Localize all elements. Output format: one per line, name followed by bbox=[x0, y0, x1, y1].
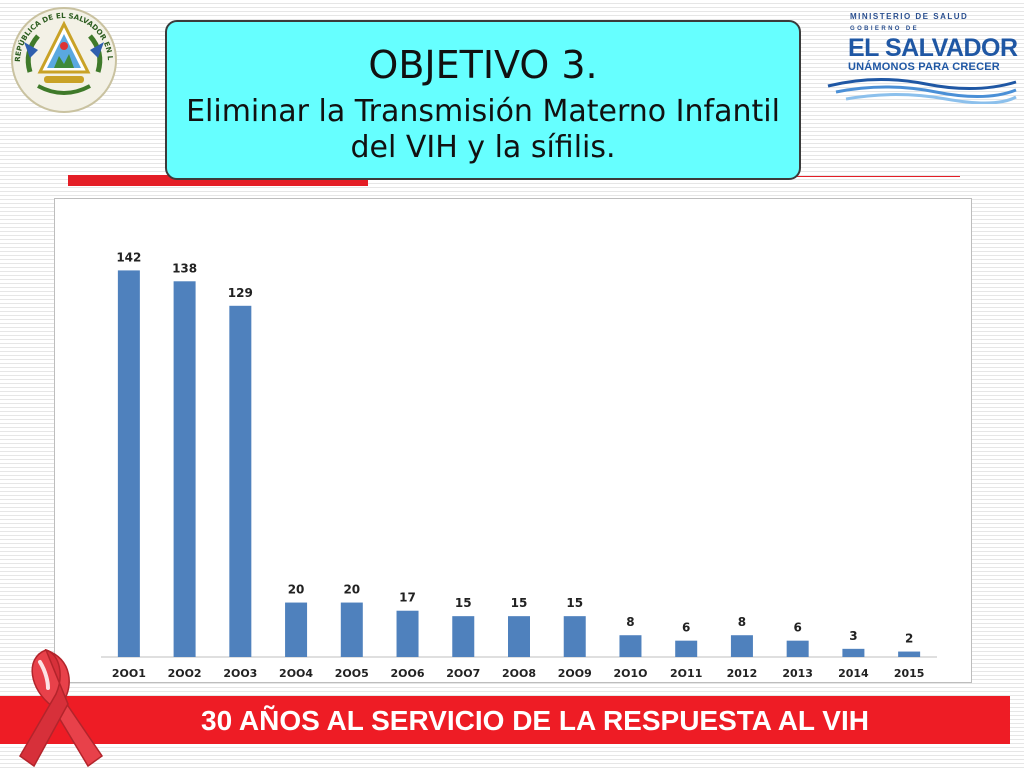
bar-4 bbox=[340, 602, 363, 657]
title-box: OBJETIVO 3. Eliminar la Transmisión Mate… bbox=[165, 20, 801, 180]
bar-value-label-3: 20 bbox=[288, 583, 305, 597]
x-tick-label-0: 2OO1 bbox=[112, 667, 146, 680]
red-ribbon-icon bbox=[19, 648, 104, 768]
bar-chart: 142 2OO1 138 2OO2 129 2OO3 20 2OO4 20 2OO5 17 2OO6 1… bbox=[101, 250, 937, 680]
bar-value-label-14: 2 bbox=[905, 632, 913, 646]
bar-9 bbox=[619, 635, 642, 657]
bar-value-label-1: 138 bbox=[172, 261, 197, 275]
x-tick-label-8: 2OO9 bbox=[558, 667, 592, 680]
bar-13 bbox=[842, 648, 865, 657]
bar-1 bbox=[173, 281, 196, 657]
bar-5 bbox=[396, 610, 419, 657]
footer-text: 30 AÑOS AL SERVICIO DE LA RESPUESTA AL V… bbox=[201, 705, 869, 736]
bar-14 bbox=[898, 651, 921, 657]
x-tick-label-9: 2O1O bbox=[613, 667, 647, 680]
ministry-name: MINISTERIO DE SALUD bbox=[850, 12, 969, 21]
wave-icon bbox=[827, 78, 1017, 104]
bar-value-label-0: 142 bbox=[116, 250, 141, 264]
x-tick-label-5: 2OO6 bbox=[391, 667, 425, 680]
x-tick-label-13: 2014 bbox=[838, 667, 869, 680]
bar-8 bbox=[563, 616, 586, 657]
x-tick-label-1: 2OO2 bbox=[168, 667, 202, 680]
country-name: EL SALVADOR bbox=[848, 34, 1018, 62]
bar-6 bbox=[452, 616, 475, 657]
x-tick-label-10: 2O11 bbox=[670, 667, 702, 680]
bar-value-label-4: 20 bbox=[343, 583, 360, 597]
slide-subtitle-line2: del VIH y la sífilis. bbox=[350, 130, 616, 165]
coat-of-arms-seal: REPÚBLICA DE EL SALVADOR EN LA AMÉRICA C… bbox=[0, 0, 124, 114]
x-tick-label-2: 2OO3 bbox=[223, 667, 257, 680]
accent-bar bbox=[68, 175, 368, 186]
slide-heading: OBJETIVO 3. bbox=[368, 43, 598, 87]
bar-value-label-7: 15 bbox=[511, 596, 528, 610]
bar-11 bbox=[730, 635, 753, 657]
bar-0 bbox=[117, 270, 140, 657]
bar-value-label-6: 15 bbox=[455, 596, 472, 610]
x-tick-label-11: 2012 bbox=[727, 667, 758, 680]
bar-value-label-8: 15 bbox=[566, 596, 583, 610]
bar-value-label-9: 8 bbox=[626, 615, 634, 629]
x-tick-label-6: 2OO7 bbox=[446, 667, 480, 680]
bar-value-label-12: 6 bbox=[793, 621, 801, 635]
slogan: UNÁMONOS PARA CRECER bbox=[848, 61, 1000, 73]
x-tick-label-7: 2OO8 bbox=[502, 667, 536, 680]
bar-value-label-5: 17 bbox=[399, 591, 416, 605]
bar-7 bbox=[508, 616, 530, 657]
bar-value-label-13: 3 bbox=[849, 629, 857, 643]
bar-12 bbox=[786, 640, 809, 657]
ministry-logo: MINISTERIO DE SALUD GOBIERNO DE EL SALVA… bbox=[826, 8, 1018, 104]
bar-3 bbox=[285, 602, 308, 657]
bar-value-label-10: 6 bbox=[682, 621, 690, 635]
x-tick-label-4: 2OO5 bbox=[335, 667, 369, 680]
bar-value-label-11: 8 bbox=[738, 615, 746, 629]
x-tick-label-12: 2013 bbox=[782, 667, 813, 680]
chart-panel: 142 2OO1 138 2OO2 129 2OO3 20 2OO4 20 2OO5 17 2OO6 1… bbox=[54, 198, 972, 683]
bar-value-label-2: 129 bbox=[228, 286, 253, 300]
slide-subtitle-line1: Eliminar la Transmisión Materno Infantil bbox=[186, 94, 780, 129]
bar-2 bbox=[229, 305, 252, 657]
footer-band bbox=[0, 696, 1010, 744]
bar-10 bbox=[675, 640, 698, 657]
x-tick-label-3: 2OO4 bbox=[279, 667, 313, 680]
gobierno-label: GOBIERNO DE bbox=[850, 26, 920, 32]
x-tick-label-14: 2015 bbox=[894, 667, 925, 680]
